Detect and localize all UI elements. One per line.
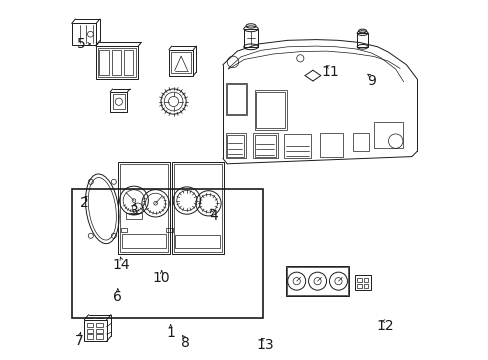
Bar bbox=[72, 23, 96, 45]
Bar bbox=[87, 323, 93, 327]
Bar bbox=[122, 234, 165, 248]
Bar bbox=[118, 162, 170, 254]
Bar bbox=[96, 329, 102, 333]
Bar bbox=[285, 266, 348, 296]
Text: 2: 2 bbox=[80, 197, 88, 210]
Bar bbox=[256, 92, 285, 128]
Bar bbox=[87, 329, 93, 333]
Bar bbox=[99, 50, 108, 75]
Bar bbox=[173, 164, 222, 252]
Bar bbox=[227, 135, 244, 157]
Bar bbox=[284, 134, 310, 158]
Bar bbox=[253, 133, 277, 158]
Text: 8: 8 bbox=[180, 336, 189, 350]
Bar bbox=[87, 334, 93, 339]
Bar bbox=[126, 213, 142, 219]
Text: 4: 4 bbox=[209, 209, 218, 223]
Text: 14: 14 bbox=[112, 258, 130, 271]
Bar bbox=[110, 92, 127, 112]
Bar bbox=[355, 275, 370, 290]
Bar bbox=[363, 284, 367, 288]
Bar bbox=[171, 162, 224, 254]
Text: 11: 11 bbox=[321, 65, 338, 79]
Bar bbox=[96, 46, 138, 79]
Bar bbox=[72, 189, 262, 318]
Text: 5: 5 bbox=[77, 37, 85, 51]
Text: 12: 12 bbox=[375, 319, 393, 333]
Bar bbox=[356, 33, 367, 47]
Bar bbox=[84, 320, 106, 341]
Text: 10: 10 bbox=[153, 271, 170, 285]
Bar bbox=[111, 50, 121, 75]
Bar bbox=[121, 228, 127, 232]
Bar bbox=[320, 133, 343, 157]
Bar bbox=[363, 278, 367, 282]
Bar bbox=[171, 52, 191, 73]
Bar bbox=[227, 84, 245, 114]
Bar bbox=[225, 133, 245, 158]
Text: 6: 6 bbox=[113, 290, 122, 304]
Bar bbox=[96, 334, 102, 339]
Bar bbox=[166, 228, 172, 232]
Bar bbox=[373, 122, 402, 148]
Bar bbox=[120, 164, 167, 252]
Bar bbox=[286, 267, 347, 295]
Bar bbox=[254, 90, 286, 130]
Text: 7: 7 bbox=[75, 334, 84, 348]
Bar bbox=[356, 284, 361, 288]
Bar bbox=[96, 323, 102, 327]
Bar bbox=[254, 135, 276, 157]
Bar bbox=[225, 83, 247, 115]
Bar bbox=[123, 50, 133, 75]
Text: 3: 3 bbox=[130, 204, 139, 217]
Text: 9: 9 bbox=[366, 74, 375, 88]
Bar bbox=[356, 278, 361, 282]
Bar bbox=[244, 29, 258, 47]
Bar bbox=[113, 94, 125, 109]
Bar bbox=[352, 133, 368, 151]
Text: 1: 1 bbox=[166, 326, 175, 340]
Bar bbox=[168, 50, 193, 76]
Text: 13: 13 bbox=[256, 338, 274, 352]
Bar bbox=[175, 235, 220, 248]
Bar bbox=[98, 48, 136, 77]
